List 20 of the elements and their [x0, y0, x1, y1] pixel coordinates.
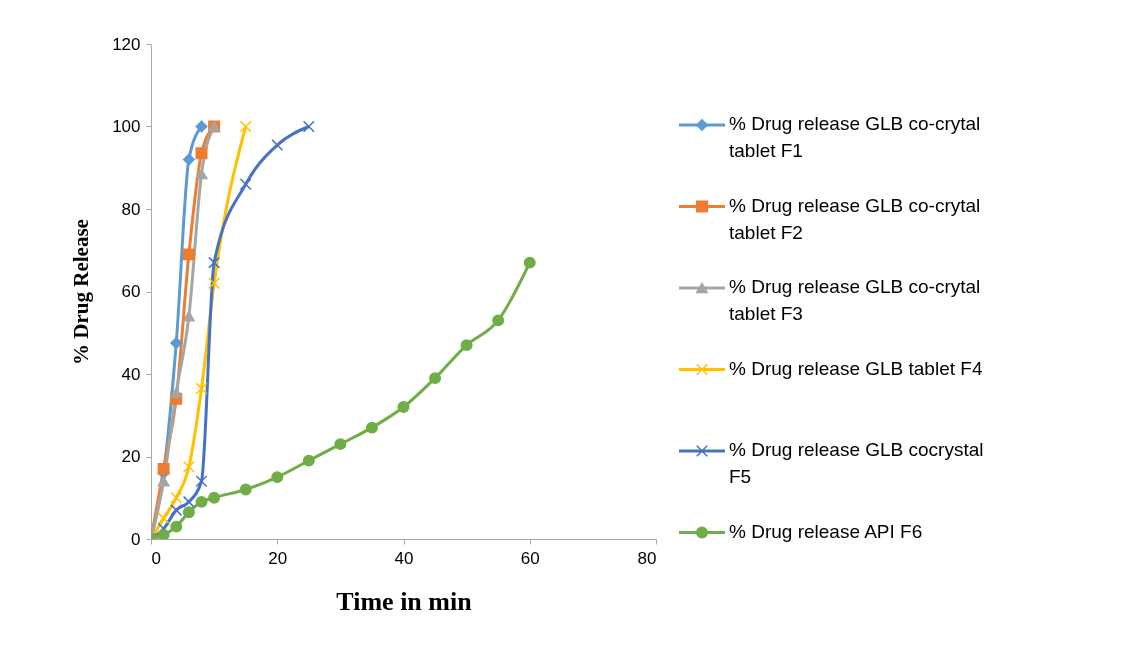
legend-label: % Drug release GLB co-crytal tablet F1	[729, 113, 981, 161]
y-tick-label: 100	[112, 117, 141, 136]
x-tick-label: 60	[520, 548, 540, 568]
x-tick-label: 80	[637, 548, 657, 568]
y-tick-label: 20	[121, 447, 141, 466]
legend-label: % Drug release GLB co-crytal tablet F2	[729, 194, 981, 243]
legend-label: % Drug release API F6	[729, 520, 923, 542]
y-tick-label: 60	[121, 282, 141, 301]
x-tick-label: 40	[394, 548, 414, 568]
y-tick-label: 120	[112, 34, 141, 54]
x-tick-label: 20	[268, 548, 288, 568]
y-tick-label: 0	[131, 529, 141, 549]
x-tick-label: 0	[151, 548, 161, 568]
y-tick-label: 80	[121, 199, 141, 219]
legend-label: % Drug release GLB tablet F4	[729, 357, 983, 379]
y-axis-title: % Drug Release	[69, 219, 94, 365]
x-axis-title: Time in min	[336, 586, 473, 616]
legend-label: % Drug release GLB co-crytal tablet F3	[729, 276, 981, 324]
y-tick-label: 40	[121, 364, 141, 384]
legend-label: % Drug release GLB cocrystal F5	[729, 439, 984, 487]
